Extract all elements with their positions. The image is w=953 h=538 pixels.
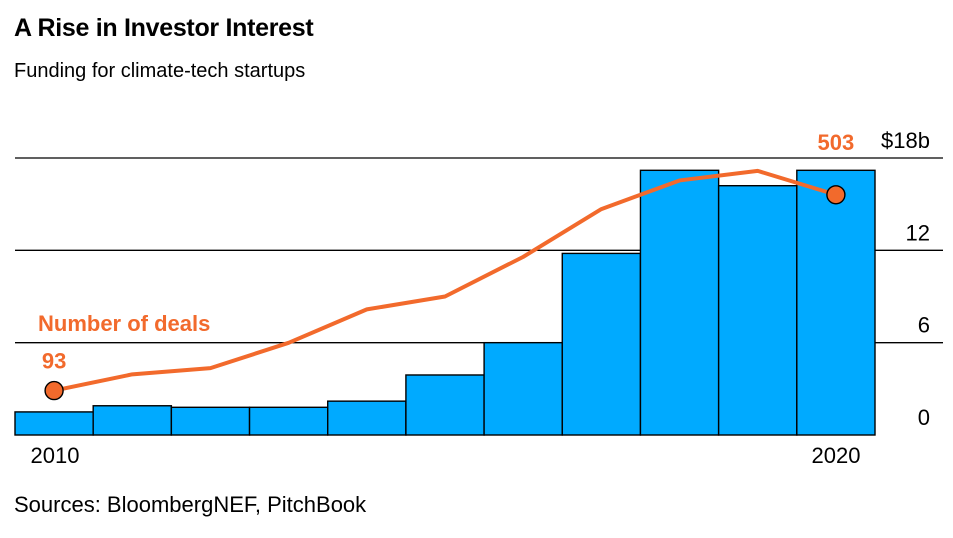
funding-bar: [483, 341, 563, 436]
y-tick-label: 12: [906, 220, 930, 245]
x-tick-label: 2010: [31, 443, 80, 468]
y-tick-label: $18b: [881, 128, 930, 153]
series-annotation: Number of deals: [38, 311, 210, 336]
chart-title: A Rise in Investor Interest: [14, 14, 314, 42]
funding-bar: [170, 406, 251, 436]
funding-bar: [639, 169, 720, 436]
y-tick-label: 0: [918, 405, 930, 430]
funding-bar: [561, 252, 642, 436]
funding-bar: [14, 411, 94, 436]
deals-marker: [44, 380, 64, 401]
funding-bar: [327, 400, 407, 436]
deals-label-start: 93: [42, 349, 66, 374]
source-note: Sources: BloombergNEF, PitchBook: [14, 492, 367, 517]
funding-bar: [248, 406, 329, 436]
chart-subtitle: Funding for climate-tech startups: [14, 60, 306, 82]
x-tick-label: 2020: [812, 443, 861, 468]
deals-marker: [826, 185, 846, 205]
deals-line: [53, 168, 837, 393]
funding-bar: [796, 169, 876, 436]
funding-bar: [92, 405, 173, 436]
funding-bar: [717, 184, 798, 436]
funding-bar: [405, 374, 485, 436]
deals-label-end: 503: [818, 130, 855, 155]
y-tick-label: 6: [918, 313, 930, 338]
